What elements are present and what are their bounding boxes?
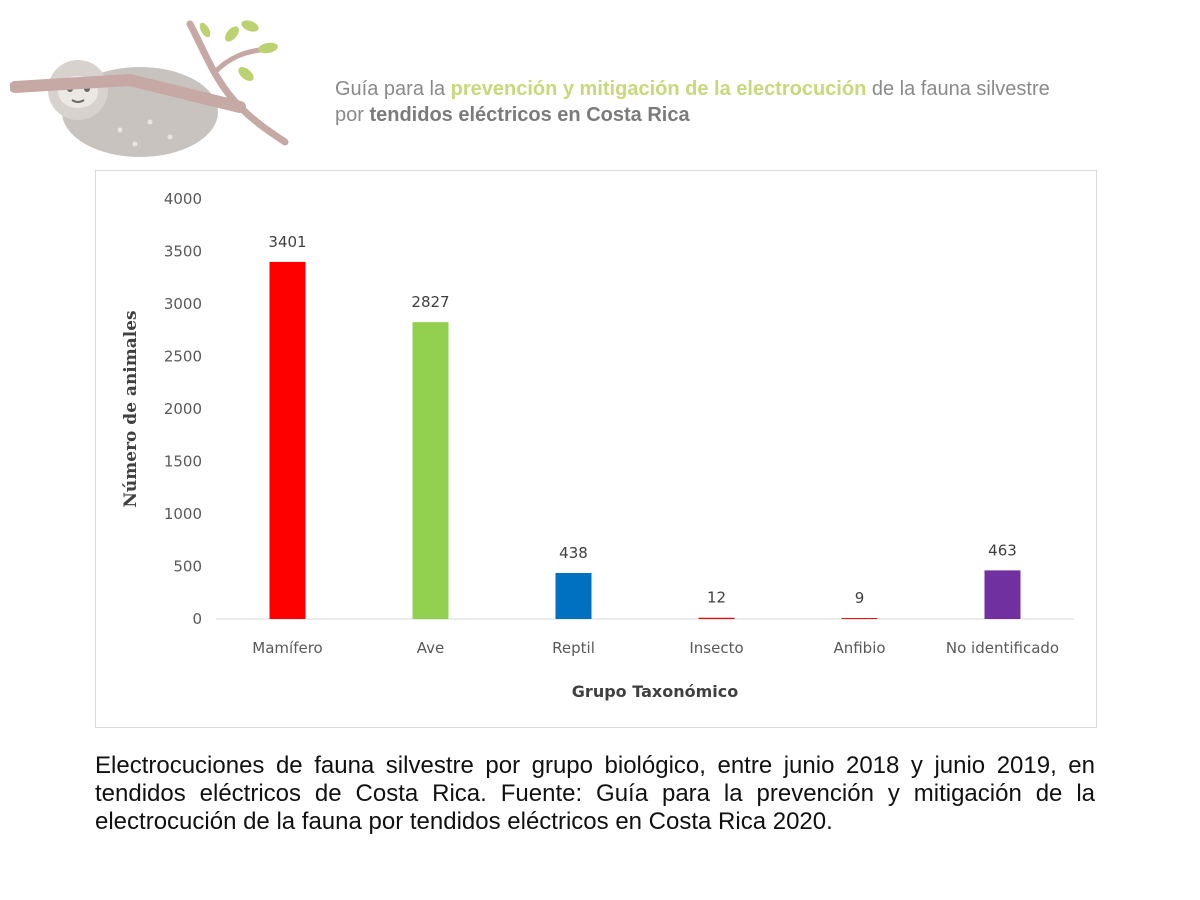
x-tick-label: Reptil <box>552 639 595 657</box>
data-label: 2827 <box>411 293 449 311</box>
bar-chart: 0 500 1000 1500 2000 2500 3000 3500 4000 3401 Mamí… <box>121 190 1074 701</box>
x-tick-label: Insecto <box>689 639 743 657</box>
bar <box>412 322 449 619</box>
header: Guía para la prevención y mitigación de … <box>0 0 1200 170</box>
y-tick-label: 2000 <box>164 400 202 418</box>
bar <box>984 570 1021 619</box>
guide-title: Guía para la prevención y mitigación de … <box>335 76 1195 128</box>
bar <box>269 261 306 619</box>
guide-title-text: por <box>335 104 370 126</box>
x-tick-label: Mamífero <box>252 639 322 657</box>
y-tick-label: 1500 <box>164 453 202 471</box>
data-label: 12 <box>707 589 726 607</box>
y-tick-label: 4000 <box>164 190 202 208</box>
chart-container: 0 500 1000 1500 2000 2500 3000 3500 4000 3401 Mamí… <box>95 170 1097 728</box>
guide-title-line-2: por tendidos eléctricos en Costa Rica <box>335 102 1195 128</box>
y-tick-label: 2500 <box>164 348 202 366</box>
guide-title-highlight: prevención y mitigación de la electrocuc… <box>450 78 867 100</box>
sloth-logo-icon <box>10 20 289 157</box>
y-tick-label: 1000 <box>164 505 202 523</box>
x-tick-label: Ave <box>417 639 445 657</box>
guide-title-text: Guía para la <box>335 78 451 100</box>
y-tick-label: 0 <box>192 610 202 628</box>
bar <box>698 617 735 619</box>
y-tick-label: 3500 <box>164 243 202 261</box>
data-label: 438 <box>559 544 588 562</box>
y-tick-label: 3000 <box>164 295 202 313</box>
data-label: 463 <box>988 541 1017 559</box>
x-tick-label: No identificado <box>946 639 1059 657</box>
bar <box>841 618 878 619</box>
data-label: 3401 <box>268 233 306 251</box>
y-tick-label: 500 <box>173 558 202 576</box>
guide-title-bold: tendidos eléctricos en Costa Rica <box>369 104 690 126</box>
y-axis-title: Número de animales <box>121 310 141 507</box>
guide-title-line-1: Guía para la prevención y mitigación de … <box>335 76 1195 102</box>
x-axis-title: Grupo Taxonómico <box>572 682 738 701</box>
data-label: 9 <box>855 589 865 607</box>
x-tick-label: Anfibio <box>833 639 885 657</box>
figure-caption: Electrocuciones de fauna silvestre por g… <box>95 752 1095 835</box>
guide-title-text: de la fauna silvestre <box>866 78 1050 100</box>
bar <box>555 573 592 619</box>
